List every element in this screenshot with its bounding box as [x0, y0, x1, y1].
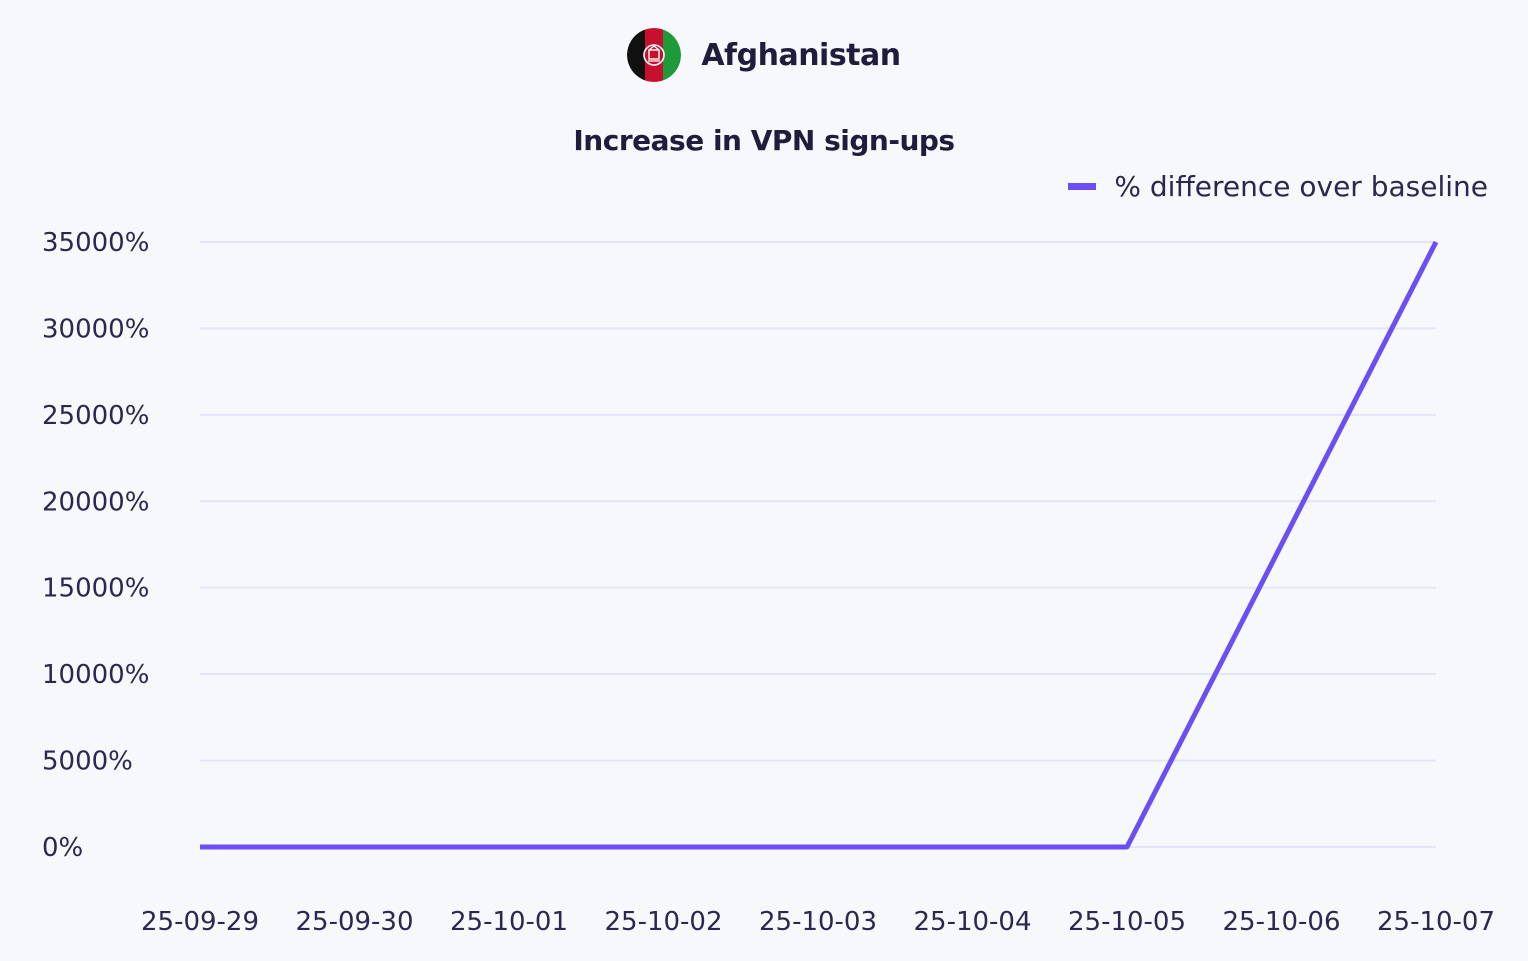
series-group — [200, 240, 1439, 850]
series-line[interactable] — [200, 240, 1439, 850]
y-tick-label: 35000% — [42, 228, 149, 258]
y-tick-label: 5000% — [42, 747, 133, 777]
y-tick-label: 25000% — [42, 401, 149, 431]
chart-header: Afghanistan — [0, 28, 1528, 82]
x-tick-label: 25-10-02 — [604, 907, 722, 937]
chart-title: Increase in VPN sign-ups — [573, 124, 955, 157]
legend-label: % difference over baseline — [1114, 170, 1488, 203]
grid-lines — [200, 241, 1436, 848]
legend-swatch — [1068, 183, 1097, 190]
y-tick-label: 0% — [42, 833, 83, 863]
x-tick-label: 25-10-06 — [1222, 907, 1340, 937]
x-tick-label: 25-10-01 — [450, 907, 568, 937]
y-tick-label: 10000% — [42, 660, 149, 690]
x-tick-label: 25-10-07 — [1377, 907, 1495, 937]
country-name: Afghanistan — [701, 37, 901, 73]
y-tick-label: 30000% — [42, 314, 149, 344]
x-tick-label: 25-10-05 — [1068, 907, 1186, 937]
afghanistan-flag-icon — [627, 28, 682, 82]
x-tick-label: 25-09-29 — [141, 907, 259, 937]
x-axis-ticks: 25-09-29 25-09-30 25-10-01 25-10-02 25-10-03… — [141, 907, 1495, 937]
y-tick-label: 15000% — [42, 574, 149, 604]
chart-legend[interactable]: % difference over baseline — [1068, 170, 1488, 203]
x-tick-label: 25-09-30 — [295, 907, 413, 937]
x-tick-label: 25-10-03 — [759, 907, 877, 937]
x-tick-label: 25-10-04 — [913, 907, 1031, 937]
y-tick-label: 20000% — [42, 487, 149, 517]
y-axis-ticks: 0% 5000% 10000% 15000% 20000% 25000% 30000% 350… — [42, 228, 149, 863]
